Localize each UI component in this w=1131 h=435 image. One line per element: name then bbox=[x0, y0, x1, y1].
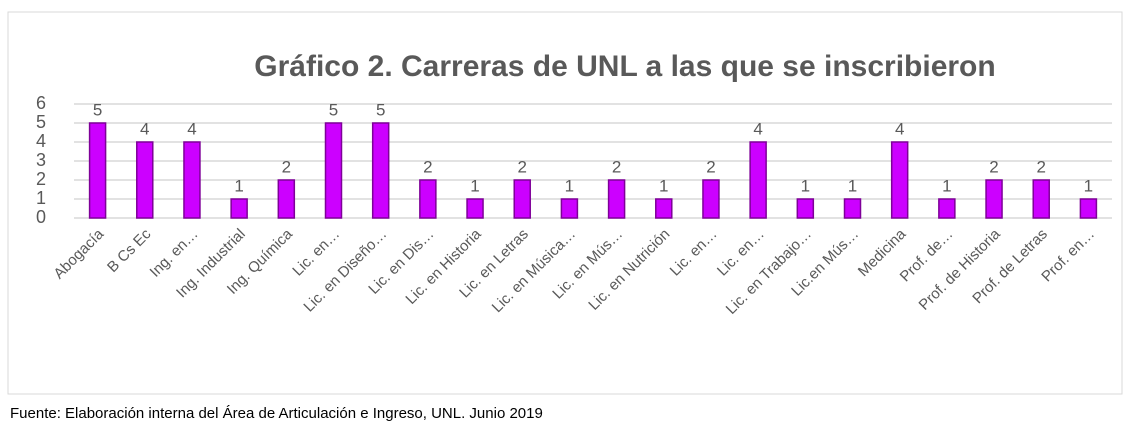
bar bbox=[985, 179, 1003, 219]
value-label: 1 bbox=[659, 176, 668, 195]
bar bbox=[371, 122, 390, 219]
value-label: 2 bbox=[423, 157, 432, 176]
bar bbox=[183, 141, 201, 219]
value-label: 5 bbox=[93, 100, 102, 119]
value-label: 1 bbox=[848, 176, 857, 195]
value-label: 1 bbox=[801, 176, 810, 195]
bar bbox=[277, 179, 296, 219]
y-tick-label: 0 bbox=[36, 207, 46, 227]
bar bbox=[230, 198, 248, 219]
value-label: 4 bbox=[753, 119, 762, 138]
value-label: 2 bbox=[517, 157, 526, 176]
bar bbox=[796, 198, 815, 219]
value-label: 4 bbox=[140, 119, 149, 138]
bar bbox=[88, 122, 107, 219]
value-label: 1 bbox=[942, 176, 951, 195]
y-tick-label: 5 bbox=[36, 112, 46, 132]
value-label: 1 bbox=[470, 176, 479, 195]
bar bbox=[843, 198, 862, 219]
bar bbox=[702, 179, 720, 219]
value-label: 2 bbox=[1036, 157, 1045, 176]
bar bbox=[607, 179, 626, 219]
bar bbox=[655, 198, 673, 219]
source-note: Fuente: Elaboración interna del Área de … bbox=[10, 405, 543, 422]
y-tick-label: 6 bbox=[36, 93, 46, 113]
bar bbox=[560, 198, 579, 219]
bar bbox=[749, 141, 767, 219]
bar bbox=[1079, 198, 1098, 219]
bar bbox=[890, 141, 909, 219]
y-tick-label: 4 bbox=[36, 131, 46, 151]
bar bbox=[419, 179, 437, 219]
bar bbox=[513, 179, 531, 219]
y-tick-label: 2 bbox=[36, 169, 46, 189]
bar bbox=[324, 122, 343, 219]
value-label: 5 bbox=[376, 100, 385, 119]
value-label: 5 bbox=[329, 100, 338, 119]
value-label: 2 bbox=[612, 157, 621, 176]
value-label: 1 bbox=[565, 176, 574, 195]
y-tick-label: 1 bbox=[36, 188, 46, 208]
y-tick-label: 3 bbox=[36, 150, 46, 170]
value-label: 4 bbox=[895, 119, 904, 138]
bar bbox=[1032, 179, 1050, 219]
value-label: 2 bbox=[282, 157, 291, 176]
value-label: 4 bbox=[187, 119, 196, 138]
bar bbox=[938, 198, 956, 219]
value-label: 2 bbox=[989, 157, 998, 176]
value-label: 2 bbox=[706, 157, 715, 176]
bar bbox=[136, 141, 154, 219]
value-label: 1 bbox=[234, 176, 243, 195]
bar bbox=[466, 198, 484, 219]
value-label: 1 bbox=[1084, 176, 1093, 195]
chart-title: Gráfico 2. Carreras de UNL a las que se … bbox=[254, 50, 995, 83]
